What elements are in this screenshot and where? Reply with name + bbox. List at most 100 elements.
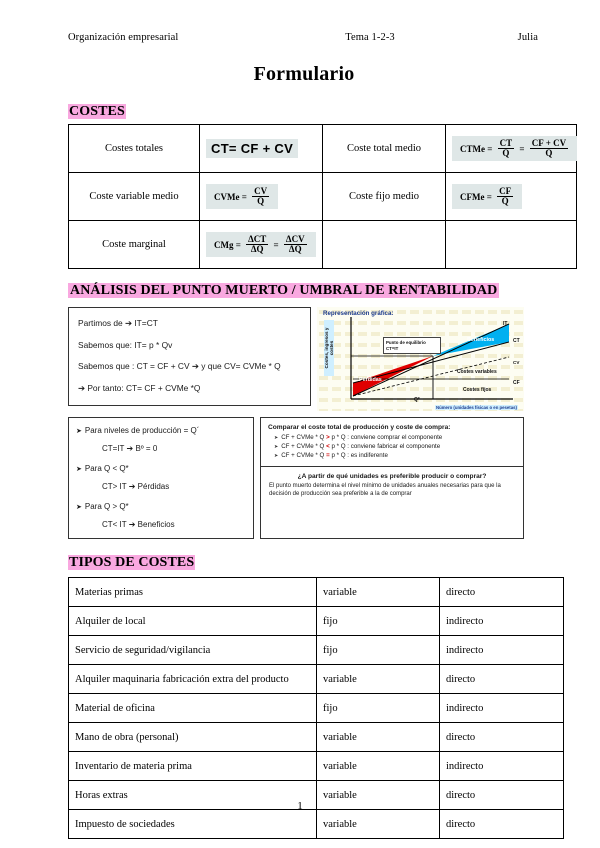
item-3-result: : es indiferente [347, 452, 388, 459]
production-levels-box: Para niveles de producción = Q´ CT=IT ➔ … [68, 417, 254, 540]
equilibrium-line-2: CT=IT [386, 345, 399, 351]
level-2-body: CT> IT ➔ Pérdidas [102, 482, 170, 492]
chart-x-axis-label: Número (unidades físicas o en pesetas) [435, 405, 518, 410]
make-or-buy-box: Comparar el coste total de producción y … [260, 417, 524, 540]
table-row: Alquiler de local fijo indirecto [68, 606, 564, 637]
cmg-fraction-1: ΔCT ΔQ [246, 233, 269, 255]
tipos-concepto: Alquiler maquinaria fabricación extra de… [68, 664, 317, 695]
section-heading-costes: COSTES [68, 104, 126, 120]
chart-region-label-perdidas: Pérdidas [359, 377, 382, 383]
item-2-rhs: p * Q [331, 443, 346, 450]
chart-y-axis-label: Costes, ingresos y costes [324, 320, 334, 376]
cfme-den: Q [501, 196, 509, 206]
tipos-asignacion: indirecto [439, 751, 564, 782]
derivation-line-4: ➔ Por tanto: CT= CF + CVMe *Q [78, 382, 201, 393]
break-even-chart: Representación gráfica: Costes, ingresos… [317, 307, 524, 411]
ctme-lhs: CTMe = [460, 143, 493, 154]
item-2-result: : conviene fabricar el componente [347, 443, 441, 450]
item-3-rhs: p * Q [331, 452, 346, 459]
table-row: Costes totales CT= CF + CV Coste total m… [68, 124, 578, 173]
item-3-sign: = [326, 452, 330, 459]
level-3-body: CT< IT ➔ Beneficios [102, 519, 175, 529]
cmg-den-1: ΔQ [250, 244, 264, 254]
tipos-asignacion: directo [439, 780, 564, 811]
tipos-asignacion: indirecto [439, 635, 564, 666]
tipos-asignacion: indirecto [439, 693, 564, 724]
tipos-tipo: variable [316, 722, 440, 753]
chart-title: Representación gráfica: [323, 310, 394, 317]
tipos-tipo: variable [316, 780, 440, 811]
section-heading-punto-muerto-label: ANÁLISIS DEL PUNTO MUERTO / UMBRAL DE RE… [68, 283, 500, 298]
ctme-num-1: CT [497, 137, 515, 149]
ctme-fraction-1: CT Q [497, 137, 515, 159]
ctme-den-1: Q [502, 148, 510, 158]
tipos-tipo: fijo [316, 606, 440, 637]
ctme-den-2: Q [545, 148, 553, 158]
ctme-fraction-2: CF + CV Q [529, 138, 569, 159]
cvme-den: Q [257, 196, 265, 206]
derivation-line-1: Partimos de ➔ IT=CT [78, 318, 158, 328]
table-row: Coste marginal CMg = ΔCT ΔQ = ΔCV ΔQ [68, 220, 577, 269]
costes-label-coste-marginal: Coste marginal [68, 220, 200, 269]
tipos-concepto: Inventario de materia prima [68, 751, 317, 782]
comparison-row: Para niveles de producción = Q´ CT=IT ➔ … [68, 417, 540, 540]
item-3-lhs: CF + CVMe * Q [281, 452, 325, 459]
section-heading-costes-label: COSTES [68, 104, 126, 119]
derivation-box: Partimos de ➔ IT=CT Sabemos que: IT= p *… [68, 307, 311, 406]
tipos-tipo: variable [316, 809, 440, 840]
tipos-tipo: variable [316, 751, 440, 782]
header-course: Organización empresarial [68, 32, 179, 43]
cmg-equals: = [273, 239, 279, 250]
tipos-asignacion: directo [439, 809, 564, 840]
tipos-tipo: fijo [316, 635, 440, 666]
tipos-asignacion: indirecto [439, 606, 564, 637]
chart-series-label-cf: CF [513, 380, 520, 386]
cmg-num-1: ΔCT [246, 233, 269, 245]
costes-formula-ctme: CTMe = CT Q = CF + CV Q [445, 124, 578, 173]
break-even-chart-svg [317, 307, 524, 411]
punto-muerto-row: Partimos de ➔ IT=CT Sabemos que: IT= p *… [68, 307, 540, 411]
costes-formula-cvme: CVMe = CV Q [199, 172, 323, 221]
cvme-fraction: CV Q [252, 186, 270, 207]
costes-label-empty [322, 220, 446, 269]
table-row: Alquiler maquinaria fabricación extra de… [68, 664, 564, 695]
section-heading-punto-muerto: ANÁLISIS DEL PUNTO MUERTO / UMBRAL DE RE… [68, 283, 500, 299]
costes-formula-empty [445, 220, 577, 269]
make-or-buy-item-3: CF + CVMe * Q = p * Q : es indiferente [274, 452, 517, 459]
level-1-body: CT=IT ➔ Bº = 0 [102, 444, 158, 454]
chart-label-costes-fijos: Costes fijos [463, 387, 492, 393]
level-2-head: Para Q < Q* [76, 464, 246, 474]
tipos-concepto: Alquiler de local [68, 606, 317, 637]
section-heading-tipos: TIPOS DE COSTES [68, 555, 196, 571]
table-row: Mano de obra (personal) variable directo [68, 722, 564, 753]
make-or-buy-item-2: CF + CVMe * Q < p * Q : conviene fabrica… [274, 443, 517, 450]
tipos-concepto: Impuesto de sociedades [68, 809, 317, 840]
item-1-lhs: CF + CVMe * Q [281, 434, 325, 441]
table-row: Materias primas variable directo [68, 577, 564, 608]
chart-x-marker-qstar: Q* [414, 397, 420, 403]
chart-series-label-it: IT [503, 321, 508, 327]
cfme-num: CF [497, 185, 514, 197]
tipos-concepto: Servicio de seguridad/vigilancia [68, 635, 317, 666]
cfme-lhs: CFMe = [460, 191, 492, 202]
item-1-result: : conviene comprar el componente [347, 434, 443, 441]
derivation-line-3: Sabemos que : CT = CF + CV ➔ y que CV= C… [78, 361, 281, 371]
table-row: Material de oficina fijo indirecto [68, 693, 564, 724]
formula-ctme: CTMe = CT Q = CF + CV Q [452, 135, 578, 162]
cmg-den-2: ΔQ [288, 244, 302, 254]
chart-series-label-cv: CV [513, 360, 520, 365]
costes-formula-cfme: CFMe = CF Q [445, 172, 577, 221]
tipos-asignacion: directo [439, 577, 564, 608]
costes-label-costes-totales: Costes totales [68, 124, 200, 173]
chart-series-label-ct: CT [513, 338, 520, 344]
tipos-concepto: Mano de obra (personal) [68, 722, 317, 753]
tipos-tipo: fijo [316, 693, 440, 724]
make-or-buy-question: ¿A partir de qué unidades es preferible … [297, 473, 487, 480]
page-number: 1 [297, 800, 303, 812]
costes-formula-ct: CT= CF + CV [199, 124, 323, 173]
table-row: Horas extras variable directo [68, 780, 564, 811]
cmg-num-2: ΔCV [283, 233, 307, 245]
tipos-tipo: variable [316, 664, 440, 695]
cvme-lhs: CVMe = [214, 191, 247, 202]
formula-cvme: CVMe = CV Q [206, 183, 279, 210]
